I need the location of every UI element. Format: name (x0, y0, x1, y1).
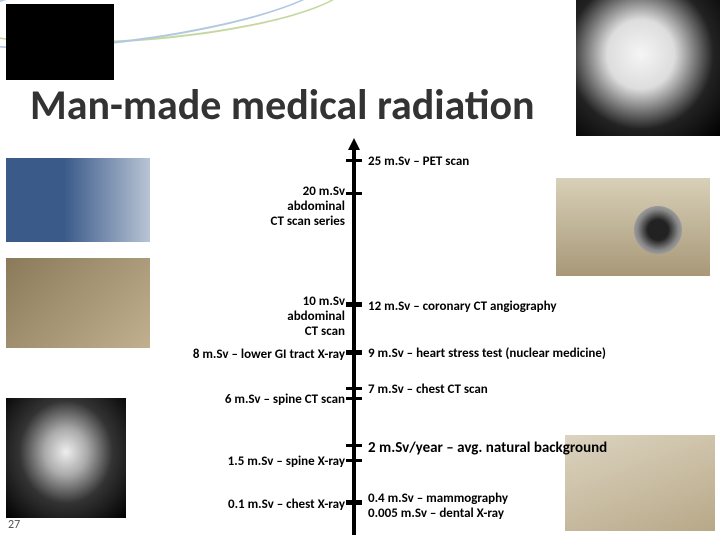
xray-review-image (6, 158, 150, 242)
ct-scanner-image (556, 178, 710, 276)
page-number: 27 (8, 518, 20, 532)
axis-tick (346, 350, 362, 353)
chest-xray-image (6, 398, 126, 518)
axis-tick (346, 192, 362, 195)
dose-label-left: 8 m.Sv – lower GI tract X-ray (85, 348, 345, 363)
dose-label-left: 0.1 m.Sv – chest X-ray (125, 498, 345, 513)
skull-xray-image (576, 0, 720, 136)
page-title: Man-made medical radiation (30, 80, 535, 131)
stress-test-image (6, 258, 150, 348)
dose-label-left: 1.5 m.Sv – spine X-ray (125, 455, 345, 470)
pet-scan-thumbnail (6, 4, 114, 80)
dose-label-left: 20 m.SvabdominalCT scan series (185, 185, 345, 230)
dose-label-right: 7 m.Sv – chest CT scan (368, 383, 668, 398)
dose-label-left: 6 m.Sv – spine CT scan (125, 393, 345, 408)
dose-label-right: 25 m.Sv – PET scan (368, 155, 648, 170)
axis-tick (346, 459, 362, 462)
vertical-axis (352, 145, 356, 535)
dose-label-right: 12 m.Sv – coronary CT angiography (368, 300, 708, 315)
dose-label-right: 9 m.Sv – heart stress test (nuclear medi… (368, 347, 720, 362)
dose-label-left: 10 m.SvabdominalCT scan (185, 295, 345, 340)
axis-tick (346, 500, 362, 503)
dose-label-right: 0.4 m.Sv – mammography0.005 m.Sv – denta… (368, 492, 668, 522)
axis-tick (346, 397, 362, 400)
axis-tick (346, 387, 362, 390)
axis-tick (346, 304, 362, 307)
axis-tick (346, 159, 362, 162)
dose-label-right: 2 m.Sv/year – avg. natural background (368, 440, 720, 457)
axis-tick (346, 444, 362, 447)
